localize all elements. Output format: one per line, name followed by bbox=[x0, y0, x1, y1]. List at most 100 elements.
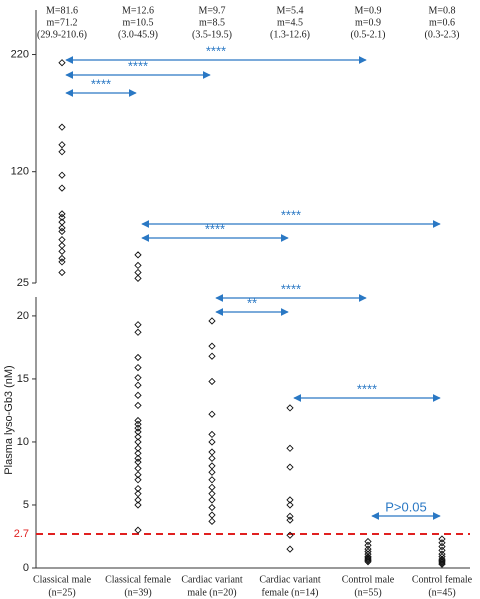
group-stat: M=5.4 bbox=[276, 5, 303, 16]
data-point bbox=[208, 454, 216, 462]
data-point bbox=[58, 254, 66, 263]
data-point bbox=[134, 444, 142, 452]
data-point bbox=[134, 391, 142, 399]
data-point bbox=[134, 416, 142, 425]
significance-label: P>0.05 bbox=[385, 499, 427, 514]
significance-label: **** bbox=[206, 43, 226, 58]
data-point bbox=[438, 555, 446, 563]
data-point bbox=[208, 438, 216, 446]
data-point bbox=[134, 454, 142, 462]
data-point bbox=[286, 545, 294, 553]
group-stat: (1.3-12.6) bbox=[270, 29, 310, 40]
data-point bbox=[58, 227, 66, 236]
x-tick-label: (n=45) bbox=[428, 587, 455, 598]
group-stat: m=8.5 bbox=[199, 17, 225, 28]
group-stat: m=0.6 bbox=[429, 17, 455, 28]
data-point bbox=[58, 268, 66, 277]
significance-label: **** bbox=[281, 281, 301, 296]
x-tick-label: Cardiac variant bbox=[259, 574, 321, 585]
data-point bbox=[134, 401, 142, 410]
group-stat: (3.0-45.9) bbox=[118, 29, 158, 40]
data-point bbox=[438, 535, 446, 543]
data-point bbox=[134, 374, 142, 382]
data-point bbox=[58, 148, 66, 156]
data-point bbox=[58, 141, 66, 149]
data-point bbox=[58, 171, 66, 179]
group-stat: (0.5-2.1) bbox=[351, 29, 386, 40]
data-point bbox=[134, 449, 142, 457]
group-stat: M=81.6 bbox=[46, 5, 78, 16]
x-tick-label: female (n=14) bbox=[261, 587, 318, 598]
data-point bbox=[134, 496, 142, 504]
data-point bbox=[364, 545, 372, 553]
data-point bbox=[208, 476, 216, 484]
y-tick-label: 120 bbox=[11, 166, 29, 178]
y-tick-label: 25 bbox=[17, 277, 29, 289]
data-point bbox=[208, 489, 216, 498]
data-point bbox=[208, 483, 216, 491]
data-point bbox=[286, 404, 294, 412]
data-point bbox=[58, 184, 66, 192]
data-point bbox=[134, 428, 142, 436]
data-point bbox=[286, 496, 294, 504]
data-point bbox=[438, 560, 446, 568]
group-stat: M=0.8 bbox=[428, 5, 455, 16]
y-axis-label: Plasma lyso-Gb3 (nM) bbox=[3, 365, 15, 474]
group-stat: (3.5-19.5) bbox=[192, 29, 232, 40]
data-point bbox=[134, 424, 142, 432]
x-tick-label: Control female bbox=[412, 574, 473, 585]
group-stat: m=71.2 bbox=[47, 17, 78, 28]
data-point bbox=[134, 353, 142, 362]
data-point bbox=[208, 342, 216, 350]
significance-label: **** bbox=[128, 58, 148, 73]
group-stat: M=0.9 bbox=[354, 5, 381, 16]
significance-label: **** bbox=[205, 221, 225, 236]
data-point bbox=[134, 471, 142, 479]
data-point bbox=[208, 377, 216, 386]
data-point bbox=[438, 558, 446, 566]
data-point bbox=[438, 539, 446, 547]
y-tick-label: 20 bbox=[17, 310, 29, 322]
data-point bbox=[134, 420, 142, 428]
data-point bbox=[208, 462, 216, 470]
data-point bbox=[58, 241, 66, 250]
data-point bbox=[208, 430, 216, 439]
data-point bbox=[364, 555, 372, 563]
data-point bbox=[134, 381, 142, 389]
x-tick-label: (n=25) bbox=[48, 587, 75, 598]
data-point bbox=[208, 503, 216, 512]
data-point bbox=[134, 458, 142, 466]
y-tick-label: 10 bbox=[17, 436, 29, 448]
data-point bbox=[208, 410, 216, 418]
data-point bbox=[364, 558, 372, 566]
x-tick-label: (n=55) bbox=[354, 587, 381, 598]
significance-label: **** bbox=[357, 381, 377, 396]
data-point bbox=[134, 501, 142, 509]
data-point bbox=[286, 444, 294, 452]
data-point bbox=[134, 321, 142, 329]
significance-label: ** bbox=[247, 295, 257, 310]
x-tick-label: (n=39) bbox=[124, 587, 151, 598]
data-point bbox=[286, 512, 294, 520]
data-point bbox=[286, 516, 294, 524]
data-point bbox=[286, 531, 294, 539]
x-tick-label: male (n=20) bbox=[187, 587, 236, 598]
group-stat: (0.3-2.3) bbox=[425, 29, 460, 40]
y-tick-label: 0 bbox=[23, 562, 29, 574]
data-point bbox=[208, 496, 216, 504]
data-point bbox=[208, 468, 216, 476]
data-point bbox=[58, 224, 66, 232]
data-point bbox=[58, 210, 66, 218]
group-stat: M=12.6 bbox=[122, 5, 154, 16]
data-point bbox=[208, 517, 216, 525]
x-tick-label: Classical male bbox=[33, 574, 92, 585]
data-point bbox=[286, 501, 294, 509]
data-point bbox=[438, 556, 446, 565]
data-point bbox=[58, 123, 66, 131]
data-point bbox=[438, 546, 446, 554]
group-stat: m=4.5 bbox=[277, 17, 303, 28]
data-point bbox=[134, 433, 142, 441]
y-tick-label: 220 bbox=[11, 48, 29, 60]
data-point bbox=[134, 363, 142, 372]
